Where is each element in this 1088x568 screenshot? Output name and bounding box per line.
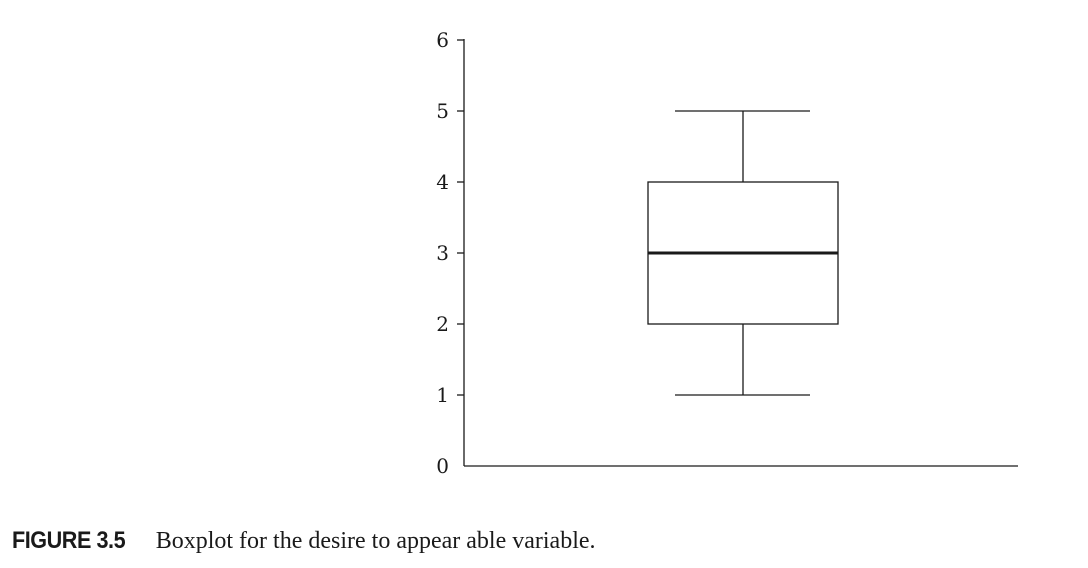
y-tick-label: 0 bbox=[436, 454, 449, 478]
y-tick-label: 1 bbox=[436, 383, 449, 407]
figure-caption: FIGURE 3.5 Boxplot for the desire to app… bbox=[12, 527, 596, 555]
boxplot-chart: 0 1 2 3 4 5 6 bbox=[436, 28, 1018, 478]
y-tick-label: 2 bbox=[436, 312, 449, 336]
figure-caption-text: Boxplot for the desire to appear able va… bbox=[155, 528, 596, 554]
y-tick-label: 4 bbox=[436, 170, 449, 194]
y-axis-ticks: 0 1 2 3 4 5 6 bbox=[436, 28, 464, 478]
boxplot bbox=[647, 110, 839, 396]
y-tick-label: 5 bbox=[436, 99, 449, 123]
figure-label: FIGURE 3.5 bbox=[12, 527, 126, 554]
y-tick-label: 3 bbox=[436, 241, 449, 265]
y-tick-label: 6 bbox=[436, 28, 449, 52]
